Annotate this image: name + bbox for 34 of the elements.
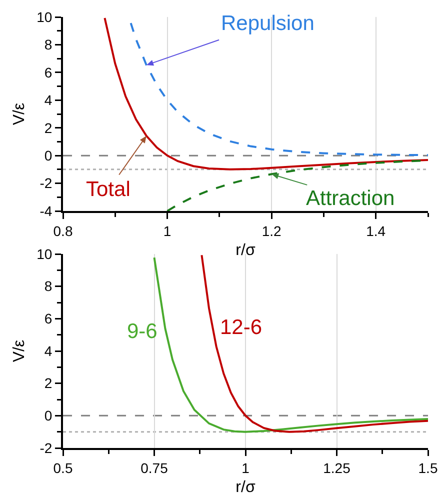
series-label: Total (86, 178, 130, 201)
y-tick-label: 4 (44, 342, 52, 359)
text: Repulsion (221, 12, 314, 35)
x-tick-label: 0.8 (53, 222, 73, 239)
line-series (200, 254, 428, 433)
series-label: 9-6 (127, 320, 158, 343)
x-tick-label: 1.5 (418, 460, 438, 476)
y-tick-label: 0 (44, 147, 52, 164)
y-axis-title: V/ε (11, 102, 28, 126)
y-tick-label: -2 (40, 175, 52, 192)
series-label: Attraction (306, 187, 395, 210)
y-tick-label: 6 (44, 64, 52, 80)
x-tick-label: 1.25 (323, 460, 351, 476)
y-tick-label: 8 (44, 278, 52, 294)
x-tick-label: 1.2 (262, 222, 282, 239)
y-tick-label: 10 (36, 246, 52, 262)
y-tick-label: 2 (44, 375, 52, 392)
y-tick-label: 8 (44, 36, 52, 53)
x-tick-label: 0.5 (53, 460, 73, 476)
y-tick-label: 10 (36, 8, 52, 25)
y-tick-label: 2 (44, 120, 52, 136)
x-tick-label: 1 (163, 222, 172, 239)
y-tick-label: -4 (40, 202, 52, 219)
series-label: 12-6 (220, 316, 262, 339)
x-tick-label: 1.4 (366, 222, 386, 239)
x-axis-title: r/σ (236, 479, 256, 496)
y-tick-label: 4 (44, 92, 52, 108)
y-tick-label: -2 (40, 440, 52, 456)
y-tick-label: 0 (44, 408, 52, 424)
x-tick-label: 0.75 (140, 460, 168, 476)
y-axis-title: V/ε (11, 340, 28, 362)
x-axis-title: r/σ (236, 242, 256, 259)
y-tick-label: 6 (44, 310, 52, 327)
x-tick-label: 1 (242, 460, 250, 476)
